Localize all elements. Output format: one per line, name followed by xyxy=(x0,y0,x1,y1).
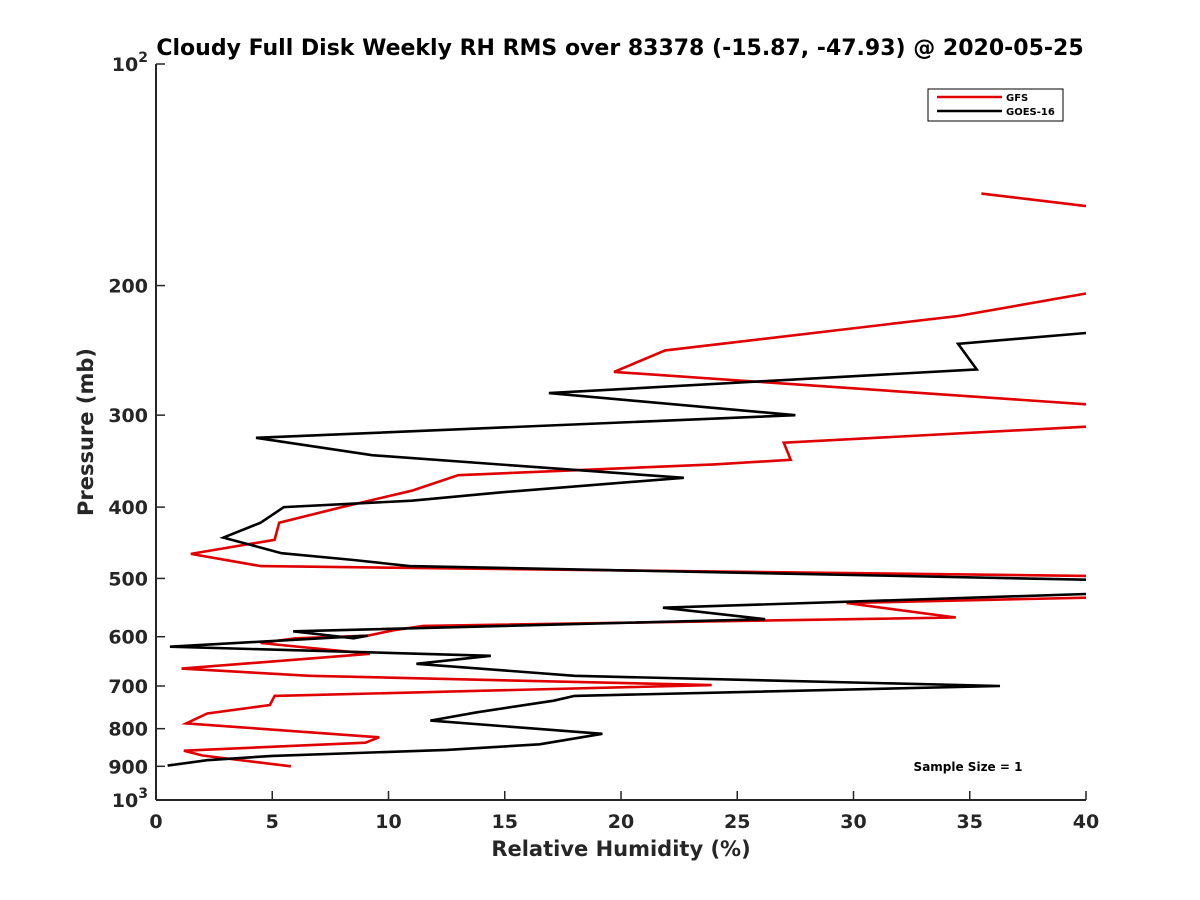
y-tick-label: 103 xyxy=(112,786,148,812)
plot-background xyxy=(156,64,1086,800)
x-axis-title: Relative Humidity (%) xyxy=(491,837,750,861)
series-line-gfs xyxy=(981,192,1087,208)
y-tick-label: 102 xyxy=(112,50,148,76)
y-tick-label: 400 xyxy=(108,497,148,519)
y-tick-exponent: 3 xyxy=(138,786,148,802)
x-tick-label: 10 xyxy=(375,811,401,833)
series-line-gfs xyxy=(613,292,1087,406)
series-line-goes-16 xyxy=(167,592,1087,767)
series-line-gfs xyxy=(190,425,1087,578)
x-tick-label: 15 xyxy=(492,811,518,833)
x-tick-label: 25 xyxy=(724,811,750,833)
legend-label-goes-16: GOES-16 xyxy=(1006,107,1055,118)
series-layer xyxy=(167,192,1087,768)
legend-label-gfs: GFS xyxy=(1006,93,1028,104)
series-line-goes-16 xyxy=(219,331,1087,581)
y-tick-label: 200 xyxy=(108,276,148,298)
y-axis-ticks: 102 200 300 400 500 600 700 800 900 103 xyxy=(108,50,165,812)
x-axis-ticks: 0 5 10 15 20 25 30 35 40 xyxy=(149,791,1099,833)
y-tick-label: 500 xyxy=(108,568,148,590)
legend: GFS GOES-16 xyxy=(927,88,1064,122)
chart-title: Cloudy Full Disk Weekly RH RMS over 8337… xyxy=(156,36,1083,61)
y-axis-title: Pressure (mb) xyxy=(74,348,98,516)
y-tick-label: 700 xyxy=(108,676,148,698)
plot-area xyxy=(155,64,1087,801)
x-tick-label: 30 xyxy=(840,811,866,833)
sample-size-annotation: Sample Size = 1 xyxy=(914,760,1023,774)
y-tick-exponent: 2 xyxy=(138,50,148,66)
y-tick-label: 300 xyxy=(108,405,148,427)
legend-box xyxy=(927,88,1064,122)
y-tick-label: 800 xyxy=(108,719,148,741)
x-tick-label: 20 xyxy=(608,811,634,833)
y-tick-label: 900 xyxy=(108,756,148,778)
x-tick-label: 35 xyxy=(957,811,983,833)
y-tick-label: 600 xyxy=(108,627,148,649)
x-tick-label: 40 xyxy=(1073,811,1099,833)
x-tick-label: 5 xyxy=(266,811,279,833)
x-tick-label: 0 xyxy=(149,811,162,833)
